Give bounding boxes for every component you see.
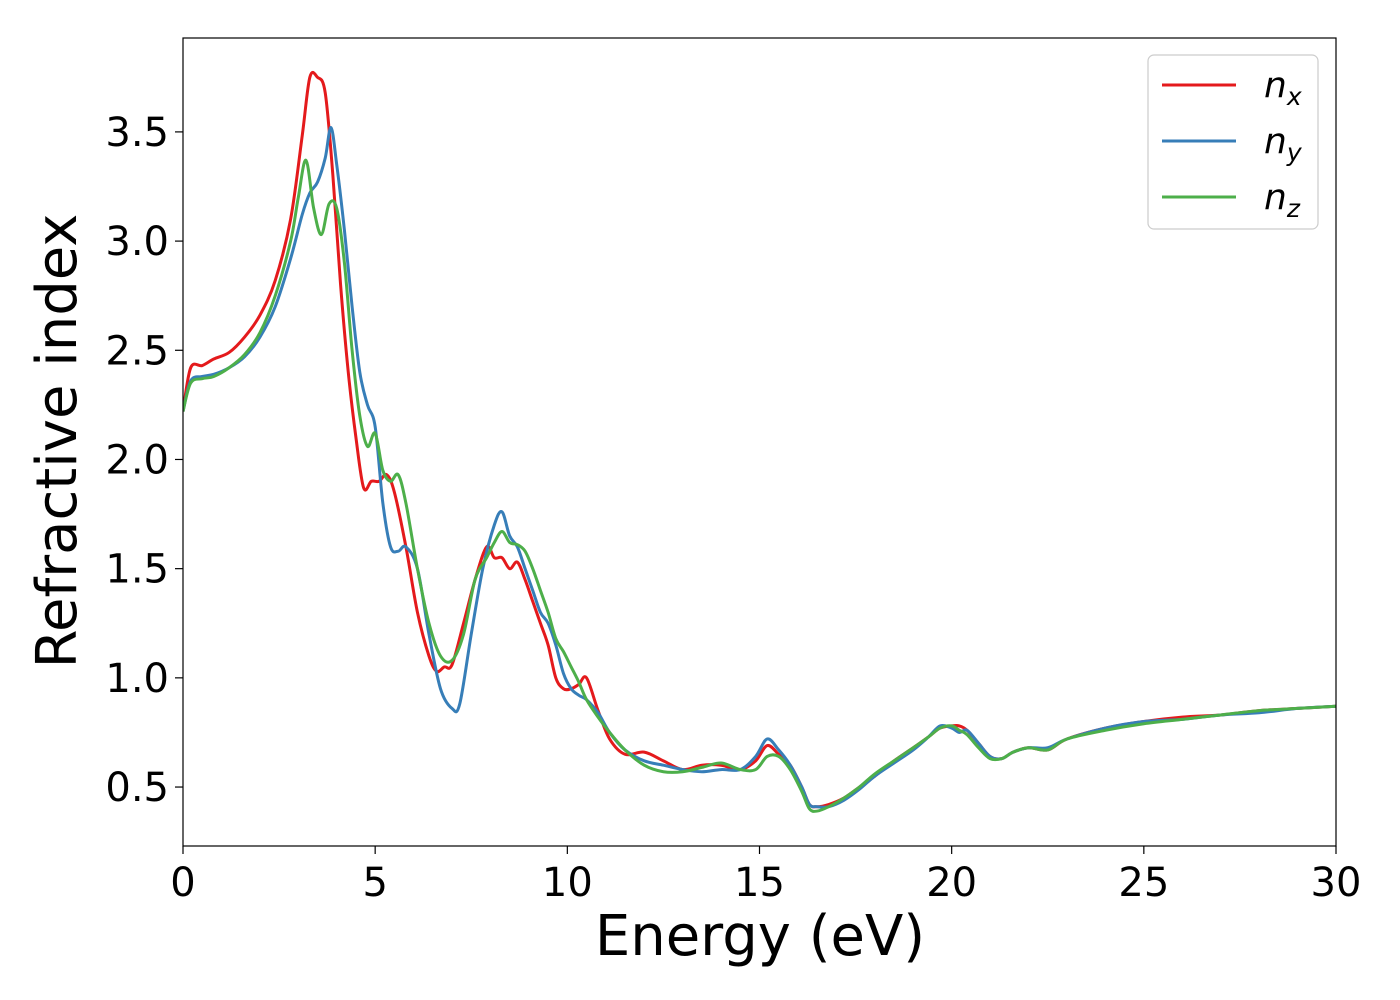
legend-label-nz: nz [1264, 177, 1301, 223]
y-tick-label: 3.5 [105, 110, 169, 156]
y-tick-label: 3.0 [105, 219, 169, 265]
x-tick-label: 30 [1311, 860, 1362, 906]
y-axis-title: Refractive index [25, 214, 90, 669]
y-tick-label: 2.5 [105, 328, 169, 374]
x-axis-title: Energy (eV) [595, 904, 925, 969]
legend: nx ny nz [1147, 54, 1319, 230]
axes-layer: 0 5 10 15 20 25 30 0.5 1.0 1.5 2.0 2.5 3.0 3.5 [105, 37, 1362, 906]
x-tick-label: 10 [542, 860, 593, 906]
y-tick-label: 1.0 [105, 656, 169, 702]
y-tick-label: 1.5 [105, 547, 169, 593]
x-tick-label: 0 [170, 860, 195, 906]
x-tick-label: 20 [926, 860, 977, 906]
series-line-nz [183, 158, 1336, 813]
x-tick-label: 5 [362, 860, 387, 906]
legend-label-ny: ny [1264, 121, 1303, 167]
y-tick-label: 0.5 [105, 765, 169, 811]
series-layer [183, 70, 1336, 813]
x-tick-label: 15 [734, 860, 785, 906]
x-tick-label: 25 [1118, 860, 1169, 906]
y-tick-label: 2.0 [105, 437, 169, 483]
series-line-ny [183, 126, 1336, 809]
legend-label-nx: nx [1264, 65, 1302, 111]
